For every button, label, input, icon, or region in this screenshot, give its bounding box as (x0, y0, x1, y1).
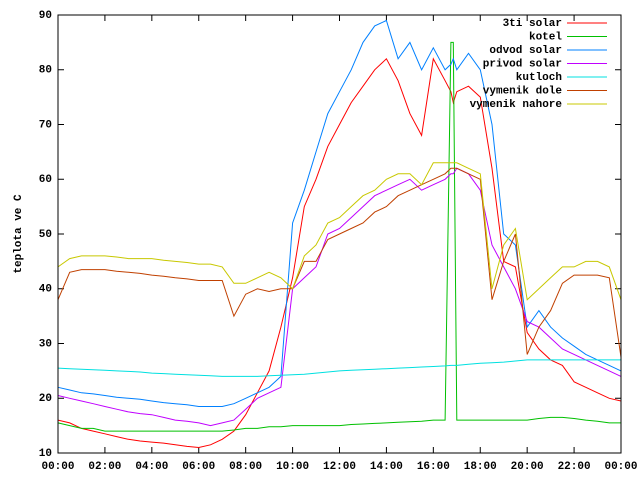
x-tick-label: 18:00 (464, 461, 497, 473)
y-tick-label: 90 (39, 10, 52, 22)
y-tick-label: 10 (39, 448, 52, 460)
legend-label: vymenik dole (483, 85, 563, 97)
plot-frame (57, 14, 622, 454)
y-tick-label: 80 (39, 65, 52, 77)
y-tick-label: 20 (39, 393, 52, 405)
x-tick-label: 08:00 (229, 461, 262, 473)
legend-label: kutloch (516, 72, 562, 84)
legend-label: 3ti solar (503, 18, 562, 30)
x-tick-label: 04:00 (135, 461, 168, 473)
y-tick-label: 30 (39, 338, 52, 350)
legend-label: odvod solar (489, 45, 562, 57)
series-line (57, 162, 622, 301)
x-tick-label: 06:00 (182, 461, 215, 473)
series-line (57, 41, 621, 432)
y-tick-label: 70 (39, 119, 52, 131)
x-tick-label: 02:00 (88, 461, 121, 473)
x-tick-label: 16:00 (417, 461, 450, 473)
series-line (57, 19, 622, 407)
x-tick-label: 20:00 (511, 461, 544, 473)
x-tick-label: 14:00 (370, 461, 403, 473)
series-line (57, 167, 622, 358)
legend-label: kotel (529, 31, 562, 43)
x-tick-label: 10:00 (276, 461, 309, 473)
y-tick-label: 60 (39, 174, 52, 186)
x-tick-label: 00:00 (41, 461, 74, 473)
x-tick-label: 00:00 (604, 461, 637, 473)
series-line (57, 359, 621, 377)
legend-label: privod solar (483, 58, 562, 70)
legend-label: vymenik nahore (470, 99, 563, 111)
y-tick-label: 40 (39, 284, 52, 296)
x-tick-label: 22:00 (558, 461, 591, 473)
y-axis-label: teplota ve C (13, 194, 25, 274)
y-tick-label: 50 (39, 229, 52, 241)
x-tick-label: 12:00 (323, 461, 356, 473)
